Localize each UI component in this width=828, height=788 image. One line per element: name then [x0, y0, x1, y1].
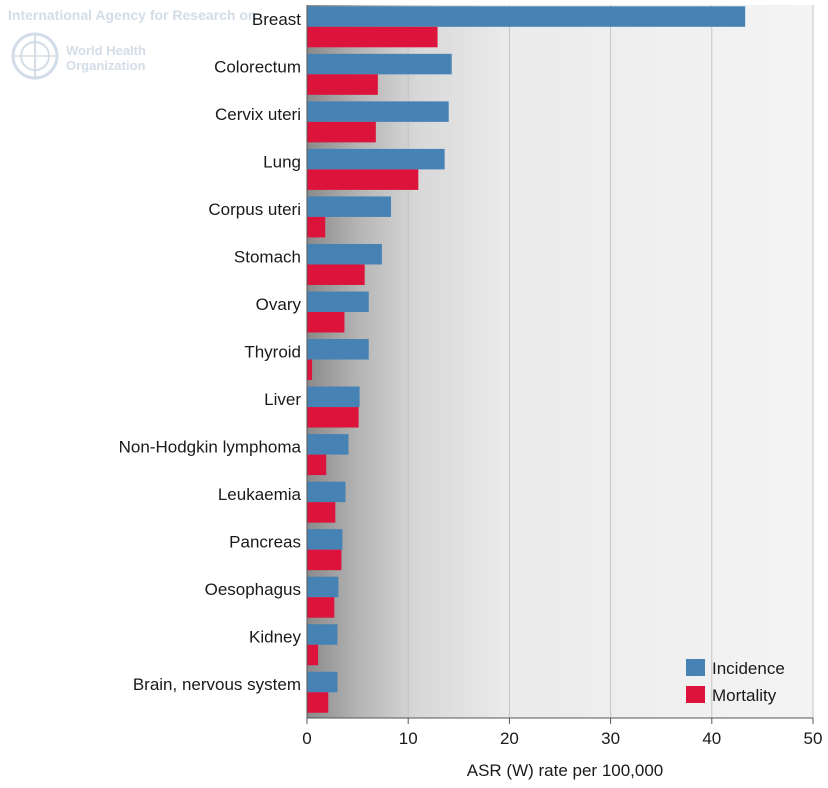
- category-label: Oesophagus: [205, 580, 301, 599]
- category-label: Cervix uteri: [215, 105, 301, 124]
- category-label: Brain, nervous system: [133, 675, 301, 694]
- incidence-bar: [307, 339, 369, 360]
- category-label: Corpus uteri: [208, 200, 301, 219]
- category-label: Breast: [252, 10, 301, 29]
- x-tick-label: 40: [702, 729, 721, 748]
- who-emblem-icon: [11, 32, 59, 80]
- legend: Incidence Mortality: [686, 659, 785, 705]
- incidence-bar: [307, 671, 338, 693]
- mortality-legend-label: Mortality: [712, 686, 777, 705]
- mortality-bar: [307, 597, 335, 618]
- category-label: Stomach: [234, 247, 301, 266]
- category-label: Liver: [264, 390, 301, 409]
- mortality-bar: [307, 502, 336, 523]
- mortality-bar: [307, 312, 345, 333]
- mortality-bar: [307, 644, 319, 666]
- incidence-bar: [307, 243, 382, 265]
- watermark-org-line1: World Health: [66, 43, 146, 58]
- incidence-bar: [307, 434, 349, 455]
- bars: [307, 6, 746, 713]
- incidence-bar: [307, 6, 746, 27]
- incidence-bar: [307, 386, 360, 408]
- category-label: Pancreas: [229, 533, 301, 552]
- x-tick-label: 30: [601, 729, 620, 748]
- incidence-bar: [307, 148, 445, 170]
- mortality-legend-swatch: [686, 686, 705, 703]
- category-label: Kidney: [249, 628, 301, 647]
- incidence-bar: [307, 53, 452, 75]
- category-labels: Breast Colorectum Cervix uteri Lung Corpus u…: [119, 10, 302, 694]
- category-label: Non-Hodgkin lymphoma: [119, 438, 302, 457]
- incidence-bar: [307, 529, 343, 550]
- incidence-bar: [307, 576, 339, 598]
- mortality-bar: [307, 549, 342, 571]
- mortality-bar: [307, 26, 438, 48]
- incidence-bar: [307, 101, 449, 122]
- gridlines: [407, 5, 814, 718]
- category-label: Colorectum: [214, 57, 301, 76]
- x-axis-title: ASR (W) rate per 100,000: [467, 761, 664, 780]
- x-tick-label: 0: [302, 729, 311, 748]
- mortality-bar: [307, 359, 313, 381]
- watermark-org-line2: Organization: [66, 58, 146, 73]
- mortality-bar: [307, 216, 326, 238]
- incidence-bar: [307, 481, 346, 503]
- watermark-agency-text: International Agency for Research on: [8, 7, 256, 23]
- x-tick-label: 20: [500, 729, 519, 748]
- mortality-bar: [307, 74, 378, 95]
- incidence-bar: [307, 624, 338, 645]
- incidence-legend-swatch: [686, 659, 705, 676]
- x-tick-label: 10: [399, 729, 418, 748]
- category-label: Ovary: [256, 295, 302, 314]
- incidence-bar: [307, 291, 369, 312]
- mortality-bar: [307, 264, 365, 285]
- mortality-bar: [307, 169, 419, 190]
- x-axis: 0 10 20 30 40 50: [302, 5, 822, 748]
- category-label: Thyroid: [244, 343, 301, 362]
- mortality-bar: [307, 407, 359, 428]
- x-tick-label: 50: [804, 729, 823, 748]
- mortality-bar: [307, 121, 376, 143]
- category-label: Lung: [263, 152, 301, 171]
- category-label: Leukaemia: [218, 485, 302, 504]
- watermark: International Agency for Research on Wor…: [8, 7, 256, 80]
- mortality-bar: [307, 692, 329, 713]
- incidence-legend-label: Incidence: [712, 659, 785, 678]
- plot-background: [307, 5, 813, 718]
- incidence-bar: [307, 196, 391, 217]
- mortality-bar: [307, 454, 327, 476]
